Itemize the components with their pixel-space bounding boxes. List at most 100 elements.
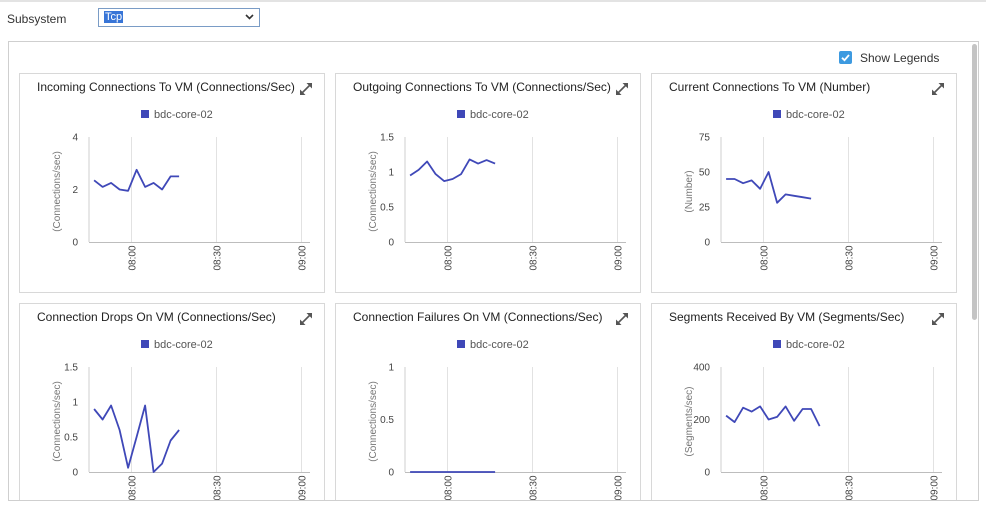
expand-icon[interactable]	[615, 312, 629, 326]
legend-swatch	[773, 340, 781, 348]
y-axis-label: (Connections/sec)	[52, 381, 63, 462]
chevron-down-icon	[245, 14, 254, 20]
x-tick-label: 08:00	[128, 245, 139, 270]
y-tick-label: 400	[693, 363, 710, 374]
legend-swatch	[141, 340, 149, 348]
x-tick-label: 08:00	[128, 475, 139, 500]
chart-incoming: bdc-core-02 08:00 08:30 09:00 0 2 4 (Connection…	[52, 82, 313, 271]
legend-item: bdc-core-02	[141, 109, 213, 121]
x-tick-label: 08:30	[213, 475, 224, 500]
legend-item: bdc-core-02	[457, 339, 529, 351]
subsystem-selected-value: Tcp	[104, 11, 124, 23]
chart-card-connection-failures: Connection Failures On VM (Connections/S…	[335, 303, 641, 500]
y-tick-label: 0	[72, 238, 78, 249]
y-tick-label: 4	[72, 133, 78, 144]
chart-card-incoming-connections: Incoming Connections To VM (Connections/…	[19, 73, 325, 293]
y-tick-label: 0	[388, 238, 394, 249]
chart-card-connection-drops: Connection Drops On VM (Connections/Sec)…	[19, 303, 325, 500]
chart-title-drops: Connection Drops On VM (Connections/Sec)	[37, 310, 276, 324]
y-tick-label: 50	[699, 168, 711, 179]
chart-current: bdc-core-02 08:00 08:30 09:00 0 25 50 75 (Number…	[684, 82, 945, 271]
x-tick-label: 08:00	[444, 475, 455, 500]
chart-card-segments-received: Segments Received By VM (Segments/Sec) bd…	[651, 303, 957, 500]
y-tick-label: 200	[693, 415, 710, 426]
y-tick-label: 0	[72, 468, 78, 479]
checkmark-icon	[841, 54, 850, 62]
series-line-bdc-core-02	[726, 171, 812, 204]
x-tick-label: 09:00	[930, 245, 941, 270]
chart-title-failures: Connection Failures On VM (Connections/S…	[353, 310, 603, 324]
y-tick-label: 1.5	[380, 133, 394, 144]
legend-label: bdc-core-02	[154, 339, 213, 351]
x-tick-label: 08:30	[845, 245, 856, 270]
y-tick-label: 0.5	[380, 415, 394, 426]
x-tick-label: 09:00	[298, 245, 309, 270]
x-tick-label: 08:30	[529, 245, 540, 270]
show-legends-checkbox[interactable]	[839, 51, 852, 64]
legend-label: bdc-core-02	[470, 109, 529, 121]
x-tick-label: 09:00	[930, 475, 941, 500]
chart-title-outgoing: Outgoing Connections To VM (Connections/…	[353, 80, 611, 94]
series-line-bdc-core-02	[409, 158, 496, 182]
x-tick-label: 08:30	[213, 245, 224, 270]
expand-icon[interactable]	[299, 312, 313, 326]
y-tick-label: 0.5	[380, 203, 394, 214]
x-tick-label: 09:00	[614, 245, 625, 270]
expand-icon[interactable]	[299, 82, 313, 96]
x-tick-label: 09:00	[298, 475, 309, 500]
subsystem-select[interactable]: Tcp	[98, 8, 260, 27]
y-axis-label: (Connections/sec)	[368, 151, 379, 232]
legend-label: bdc-core-02	[470, 339, 529, 351]
chart-card-outgoing-connections: Outgoing Connections To VM (Connections/…	[335, 73, 641, 293]
y-tick-label: 0	[704, 238, 710, 249]
x-tick-label: 08:30	[529, 475, 540, 500]
legend-swatch	[773, 110, 781, 118]
y-tick-label: 0	[388, 468, 394, 479]
expand-icon[interactable]	[931, 82, 945, 96]
chart-title-current: Current Connections To VM (Number)	[669, 80, 871, 94]
chart-card-current-connections: Current Connections To VM (Number) bdc-co…	[651, 73, 957, 293]
charts-panel: Show Legends Incoming Connections To VM …	[8, 41, 979, 501]
show-legends-label: Show Legends	[860, 51, 940, 65]
legend-label: bdc-core-02	[786, 339, 845, 351]
chart-title-incoming: Incoming Connections To VM (Connections/…	[37, 80, 295, 94]
y-axis-label: (Number)	[684, 170, 695, 212]
y-tick-label: 75	[699, 133, 711, 144]
y-tick-label: 1	[388, 168, 394, 179]
legend-item: bdc-core-02	[457, 109, 529, 121]
chart-outgoing: bdc-core-02 08:00 08:30 09:00 0 0.5 1 1.5(Conne…	[368, 82, 629, 271]
expand-icon[interactable]	[931, 312, 945, 326]
y-tick-label: 0	[704, 468, 710, 479]
legend-item: bdc-core-02	[773, 339, 845, 351]
x-tick-label: 08:00	[760, 245, 771, 270]
y-tick-label: 1	[388, 363, 394, 374]
x-tick-label: 09:00	[614, 475, 625, 500]
chart-failures: bdc-core-02 08:00 08:30 09:00 0 0.5 1 (Connecti…	[368, 312, 629, 500]
y-tick-label: 1	[72, 398, 78, 409]
vertical-scrollbar[interactable]	[972, 44, 977, 320]
chart-drops: bdc-core-02 08:00 08:30 09:00 0 0.5 1 1.5(Conne…	[52, 312, 313, 500]
series-line-bdc-core-02	[93, 404, 180, 473]
x-tick-label: 08:30	[845, 475, 856, 500]
y-tick-label: 25	[699, 203, 711, 214]
legend-label: bdc-core-02	[154, 109, 213, 121]
subsystem-label: Subsystem	[7, 12, 67, 26]
chart-segments: bdc-core-02 08:00 08:30 09:00 0 200 400 (Segmen…	[684, 312, 945, 500]
y-tick-label: 1.5	[64, 363, 78, 374]
legend-item: bdc-core-02	[773, 109, 845, 121]
series-line-bdc-core-02	[725, 405, 821, 427]
expand-icon[interactable]	[615, 82, 629, 96]
y-axis-label: (Segments/sec)	[684, 386, 695, 456]
y-tick-label: 2	[72, 185, 78, 196]
legend-swatch	[457, 110, 465, 118]
x-tick-label: 08:00	[760, 475, 771, 500]
y-axis-label: (Connections/sec)	[52, 151, 63, 232]
legend-item: bdc-core-02	[141, 339, 213, 351]
series-line-bdc-core-02	[93, 168, 180, 192]
y-axis-label: (Connections/sec)	[368, 381, 379, 462]
legend-swatch	[141, 110, 149, 118]
x-tick-label: 08:00	[444, 245, 455, 270]
chart-title-segments: Segments Received By VM (Segments/Sec)	[669, 310, 905, 324]
legend-swatch	[457, 340, 465, 348]
top-divider	[0, 0, 986, 2]
